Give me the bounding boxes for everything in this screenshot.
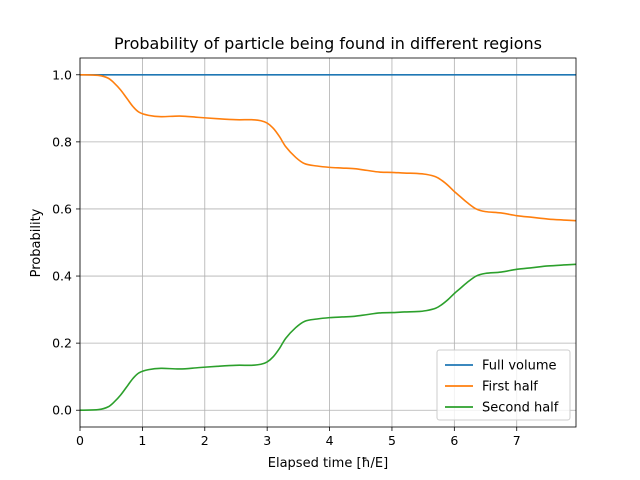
chart-title: Probability of particle being found in d… bbox=[114, 34, 542, 53]
legend-label-second-half: Second half bbox=[482, 401, 559, 416]
x-tick-label: 7 bbox=[513, 433, 521, 448]
x-axis-label: Elapsed time [ħ/E] bbox=[268, 456, 388, 471]
y-axis-label: Probability bbox=[29, 208, 44, 277]
x-tick-label: 5 bbox=[388, 433, 396, 448]
y-tick-label: 0.6 bbox=[52, 201, 72, 216]
x-tick-label: 3 bbox=[263, 433, 271, 448]
y-tick-label: 0.8 bbox=[52, 134, 72, 149]
x-tick-label: 1 bbox=[138, 433, 146, 448]
plot-frame bbox=[79, 57, 577, 428]
x-tick-label: 0 bbox=[76, 433, 84, 448]
y-ticks: 0.0 0.2 0.4 0.6 0.8 1.0 bbox=[52, 67, 80, 418]
legend-box bbox=[436, 349, 571, 421]
legend-label-first-half: First half bbox=[482, 380, 538, 395]
legend-label-full-volume: Full volume bbox=[482, 359, 557, 374]
series-line-first-half bbox=[79, 73, 577, 222]
y-tick-label: 1.0 bbox=[52, 67, 72, 82]
y-tick-label: 0.0 bbox=[52, 403, 72, 418]
legend: Full volume First half Second half bbox=[436, 349, 571, 421]
series-layer bbox=[79, 73, 577, 412]
series-line-second-half bbox=[79, 263, 577, 412]
y-tick-label: 0.4 bbox=[52, 269, 72, 284]
x-ticks: 0 1 2 3 4 5 6 7 bbox=[76, 427, 521, 448]
x-tick-label: 2 bbox=[201, 433, 209, 448]
x-tick-label: 6 bbox=[450, 433, 458, 448]
x-tick-label: 4 bbox=[326, 433, 334, 448]
y-tick-label: 0.2 bbox=[52, 336, 72, 351]
